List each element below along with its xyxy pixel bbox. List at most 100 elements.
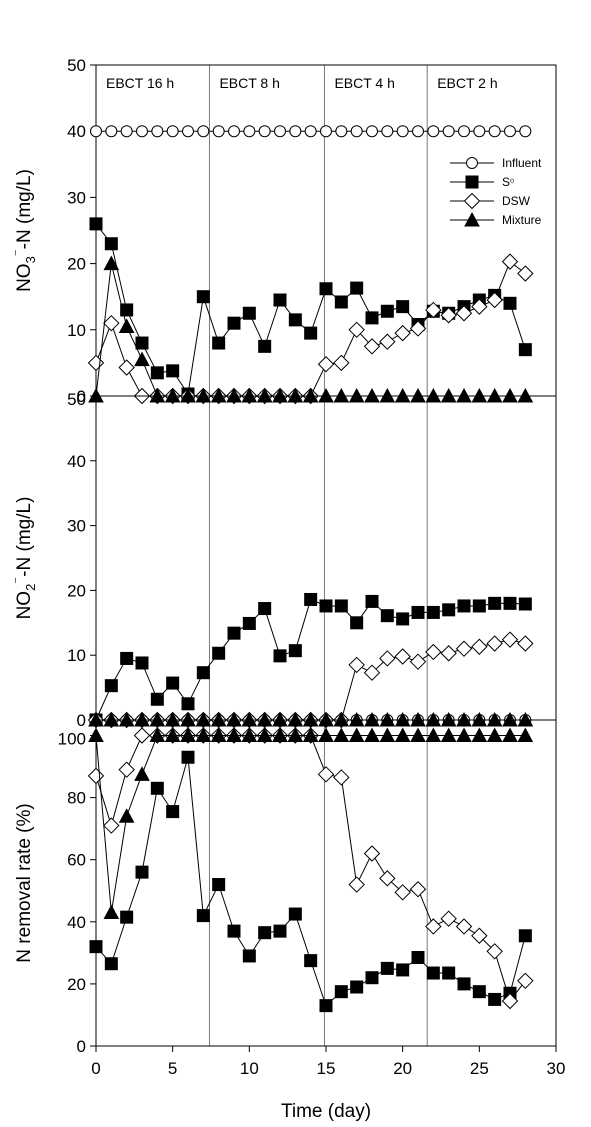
data-point [87,354,105,372]
data-point [105,125,118,138]
data-point [409,653,427,670]
y-axis-label: NO2⁻-N (mg/L) [10,497,38,620]
x-tick-label: 0 [91,1059,100,1078]
data-point [379,650,396,667]
data-point [212,336,226,350]
data-point [366,125,378,138]
data-point [258,339,272,353]
data-point [503,596,517,610]
data-point [135,656,149,670]
data-point [455,305,473,322]
data-point [350,281,364,295]
series-line [95,735,526,913]
data-point [104,957,118,971]
data-point [488,596,502,610]
data-point [103,255,120,271]
data-point [196,666,210,680]
data-point [394,727,411,743]
data-point [471,298,488,315]
data-point [288,313,302,327]
data-point [471,927,488,944]
data-point [227,924,241,938]
data-point [379,727,396,743]
data-point [134,766,150,781]
data-point [241,727,258,743]
data-point [89,940,103,954]
data-point [363,664,381,681]
data-point [365,594,379,608]
data-point [304,592,318,606]
data-point [440,645,457,662]
y-tick-label: 30 [67,188,86,207]
y-tick-label: 50 [67,56,86,75]
data-point [103,314,120,332]
data-point [472,599,486,613]
data-point [196,909,210,923]
data-point [457,599,471,613]
legend-label: Influent [502,156,542,170]
data-point [212,125,225,138]
panel-frame [95,395,557,721]
data-point [350,125,363,138]
y-tick-label: 60 [67,851,86,870]
data-point [442,966,456,980]
data-point [243,125,256,138]
data-point [348,876,365,893]
legend-marker [465,175,479,189]
data-point [90,125,102,138]
data-point [426,605,440,619]
data-point [379,870,396,887]
data-point [118,318,135,333]
data-point [426,966,440,980]
data-point [396,963,410,977]
data-point [180,727,196,743]
legend-marker [463,192,481,210]
data-point [120,125,133,138]
data-point [136,125,148,138]
data-point [517,727,534,743]
data-point [258,926,272,940]
y-tick-label: 20 [67,255,86,274]
panel-frame [95,64,557,397]
data-point [104,679,118,693]
data-point [227,626,241,640]
data-point [486,635,503,652]
data-point [394,648,411,665]
data-point [473,125,486,138]
data-point [458,125,470,138]
data-point [396,125,409,138]
data-point [150,781,164,795]
data-point [273,924,287,938]
data-point [486,943,503,960]
data-point [425,918,442,935]
data-point [518,597,532,611]
legend-label: S⁰ [502,175,514,189]
data-point [133,727,151,744]
data-point [455,918,473,935]
data-point [320,125,332,138]
data-point [120,910,134,924]
x-tick-label: 20 [393,1059,412,1078]
legend-marker [466,157,478,169]
data-point [486,291,503,309]
data-point [334,985,348,999]
data-point [518,343,532,357]
y-tick-label: 10 [67,646,86,665]
data-point [425,301,442,319]
data-point [288,644,302,658]
data-point [457,977,471,991]
data-point [120,651,134,665]
data-point [166,676,180,690]
data-point [396,612,410,626]
y-tick-label: 10 [67,321,86,340]
data-point [242,306,256,320]
data-point [164,727,181,743]
data-point [503,296,517,310]
data-point [242,949,256,963]
phase-label: EBCT 2 h [437,75,497,91]
data-point [472,985,486,999]
y-tick-label: 40 [67,913,86,932]
data-point [440,910,457,927]
data-point [425,643,442,661]
phase-label: EBCT 4 h [334,75,394,91]
